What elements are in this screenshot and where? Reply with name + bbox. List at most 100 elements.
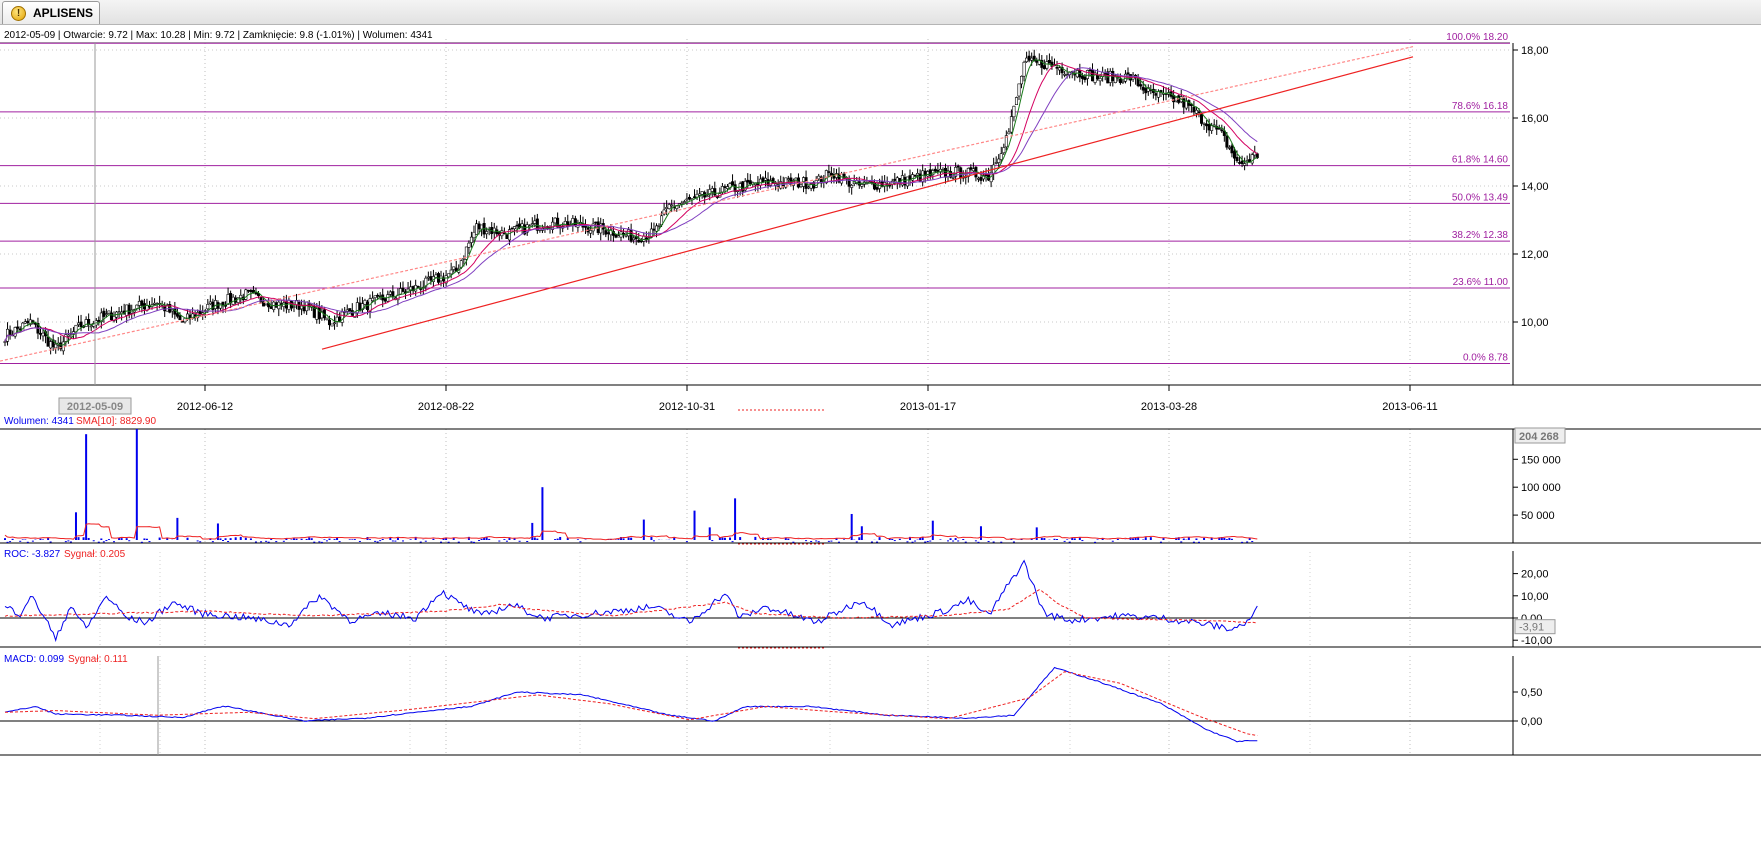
volume-bar	[977, 541, 980, 543]
volume-bar	[1043, 538, 1046, 540]
candle-body	[1027, 55, 1031, 61]
candle-body	[140, 300, 144, 306]
candle-body	[325, 317, 329, 321]
candle-body	[54, 343, 58, 349]
candle-body	[1045, 61, 1049, 69]
volume-bar	[1192, 541, 1195, 543]
candle-body	[682, 201, 686, 203]
y-tick-label: 10,00	[1521, 591, 1549, 603]
y-tick-label: 0,50	[1521, 687, 1542, 699]
roc-signal-line	[4, 589, 1258, 624]
candle-body	[16, 326, 20, 329]
candle-body	[376, 294, 380, 297]
volume-bar	[650, 536, 653, 540]
candle-body	[654, 225, 658, 232]
candle-body	[622, 232, 626, 235]
volume-bar	[353, 539, 356, 540]
volume-bar	[503, 539, 506, 540]
volume-bar	[914, 540, 917, 542]
candle-body	[1032, 55, 1036, 62]
volume-bar	[409, 539, 412, 540]
y-tick-label: 20,00	[1521, 569, 1549, 581]
volume-bar	[1220, 537, 1223, 540]
volume-bar	[1203, 537, 1206, 540]
candle-body	[637, 239, 641, 243]
candle-body	[49, 341, 53, 349]
candle-body	[573, 218, 577, 226]
volume-bar	[85, 434, 88, 540]
volume-bar	[87, 537, 90, 540]
volume-bar	[815, 540, 818, 542]
candle-body	[414, 285, 418, 292]
volume-bar	[1035, 527, 1038, 540]
candle-body	[1194, 109, 1198, 114]
candle-body	[264, 303, 268, 306]
volume-bar	[1218, 537, 1221, 540]
candle-body	[954, 167, 958, 177]
volume-bar	[835, 538, 838, 540]
volume-bar	[282, 540, 285, 542]
candle-body	[553, 217, 557, 224]
volume-bar	[488, 538, 491, 540]
candle-body	[467, 242, 471, 248]
candle-body	[469, 236, 473, 243]
volume-bar	[351, 539, 354, 540]
candle-body	[89, 325, 93, 328]
volume-bar	[260, 541, 263, 543]
candle-body	[746, 179, 750, 183]
volume-bar	[1000, 541, 1003, 543]
candle-body	[984, 174, 988, 176]
volume-bar	[432, 538, 435, 540]
volume-max-label: 204 268	[1519, 431, 1559, 443]
volume-bar	[870, 541, 873, 543]
candle-body	[652, 228, 656, 231]
candle-body	[1022, 61, 1026, 77]
candle-body	[814, 180, 818, 188]
candle-body	[1080, 75, 1084, 79]
candle-body	[695, 193, 699, 198]
volume-bar	[767, 537, 770, 540]
instrument-tab[interactable]: ! APLISENS	[2, 1, 100, 24]
candle-body	[1235, 157, 1239, 162]
candle-body	[594, 221, 598, 224]
volume-bar	[128, 540, 131, 542]
volume-bar	[850, 513, 853, 540]
volume-bar	[211, 541, 214, 543]
candle-body	[117, 311, 121, 314]
volume-bar	[470, 541, 473, 543]
volume-bar	[1081, 540, 1084, 542]
volume-bar	[1162, 537, 1165, 540]
volume-bar	[992, 541, 995, 543]
volume-bar	[196, 540, 199, 542]
candle-body	[398, 288, 402, 295]
candle-body	[515, 224, 519, 227]
candle-body	[632, 237, 636, 241]
candle-body	[373, 295, 377, 299]
candle-body	[449, 269, 453, 275]
macd-line	[4, 666, 1258, 743]
candle-body	[1058, 67, 1062, 71]
volume-bar	[229, 538, 232, 540]
stock-chart[interactable]: 2012-05-09 | Otwarcie: 9.72 | Max: 10.28…	[0, 25, 1761, 851]
candle-body	[391, 291, 395, 298]
volume-bar	[4, 538, 6, 540]
candle-body	[1040, 60, 1044, 68]
volume-bar	[898, 538, 901, 540]
candle-body	[933, 168, 937, 172]
volume-bar	[480, 538, 483, 540]
candle-body	[51, 339, 55, 348]
volume-bar	[919, 537, 922, 540]
candle-body	[693, 196, 697, 198]
candle-body	[926, 171, 930, 177]
candle-body	[1225, 135, 1229, 148]
volume-bar	[987, 541, 990, 543]
volume-bar	[120, 538, 123, 540]
volume-bar	[478, 540, 481, 542]
volume-bar	[954, 538, 957, 540]
y-tick-label: 150 000	[1521, 454, 1561, 466]
volume-bar	[440, 541, 443, 543]
candle-body	[774, 183, 778, 186]
volume-bar	[1228, 538, 1231, 540]
candle-body	[667, 204, 671, 209]
volume-bar	[166, 537, 169, 540]
